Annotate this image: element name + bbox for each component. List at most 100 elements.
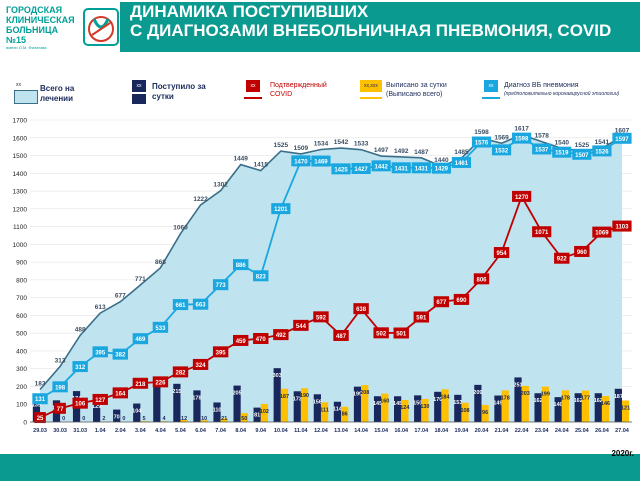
data-label-treated: 1060	[173, 225, 188, 232]
bar-discharged	[541, 386, 549, 422]
data-label-admitted: 170	[433, 397, 442, 403]
legend-pneumonia-label: Диагноз ВБ пневмония	[504, 82, 579, 89]
data-label-covid: 806	[476, 277, 487, 283]
data-label-pneumonia: 131	[35, 397, 46, 403]
bar-admitted	[534, 393, 542, 422]
legend-pneumonia-note: (предположительно коронавирусной этиолог…	[504, 91, 620, 97]
data-label-pneumonia: 1507	[575, 153, 589, 159]
data-label-pneumonia: 1597	[615, 137, 629, 143]
data-label-covid: 459	[236, 339, 247, 345]
data-label-pneumonia: 1431	[395, 166, 409, 172]
marker-covid	[172, 366, 189, 378]
data-label-covid: 960	[577, 250, 588, 256]
data-label-treated: 613	[95, 304, 106, 311]
x-tick-label: 31.03	[73, 428, 87, 434]
bar-discharged	[421, 398, 429, 422]
data-label-discharged: 50	[241, 416, 247, 422]
data-label-treated: 1487	[414, 149, 429, 156]
bar-admitted	[353, 386, 362, 422]
data-label-discharged: 160	[380, 399, 389, 405]
data-label-discharged: 178	[561, 395, 570, 401]
bar-admitted	[253, 407, 261, 422]
bar-discharged	[361, 385, 369, 422]
data-label-discharged: 146	[601, 401, 610, 407]
bar-discharged	[501, 390, 509, 422]
y-tick-label: 400	[16, 348, 27, 355]
marker-covid	[192, 358, 209, 370]
x-tick-label: 15.04	[374, 428, 389, 434]
bar-admitted	[594, 393, 602, 422]
data-label-covid: 677	[436, 300, 447, 306]
data-label-covid: 282	[175, 370, 186, 376]
data-label-admitted: 205	[232, 391, 241, 397]
data-label-admitted: 114	[333, 407, 343, 413]
bar-discharged	[381, 393, 389, 422]
data-label-admitted: 70	[114, 415, 120, 421]
y-tick-label: 1500	[13, 153, 28, 160]
data-label-treated: 1533	[354, 141, 369, 148]
data-label-covid: 638	[356, 307, 367, 313]
data-label-covid: 77	[57, 407, 64, 413]
marker-covid	[253, 333, 269, 345]
data-label-discharged: 2	[102, 416, 105, 422]
data-label-treated: 868	[155, 259, 166, 266]
x-tick-label: 4.04	[155, 428, 167, 434]
bar-admitted	[614, 388, 622, 422]
year-label: 2020г.	[611, 449, 634, 458]
data-label-covid: 954	[497, 251, 508, 257]
marker-pneumonia	[572, 148, 592, 160]
data-label-admitted: 162	[574, 398, 583, 404]
data-label-pneumonia: 312	[75, 365, 86, 371]
data-label-treated: 1485	[454, 149, 469, 156]
marker-covid	[233, 334, 249, 346]
data-label-admitted: 149	[493, 401, 502, 407]
data-label-discharged: 5	[142, 416, 145, 422]
data-label-admitted: 215	[172, 389, 181, 395]
hospital-logo-icon	[83, 8, 119, 46]
legend-admitted-marker: xx	[132, 80, 146, 92]
y-tick-label: 1600	[13, 135, 28, 142]
legend-pneumonia-line	[482, 97, 500, 99]
data-label-admitted: 187	[614, 394, 623, 400]
marker-covid	[373, 327, 389, 339]
data-label-treated: 1617	[514, 126, 529, 133]
x-tick-label: 2.04	[115, 428, 127, 434]
data-label-admitted: 178	[192, 395, 201, 401]
x-tick-label: 23.04	[535, 428, 550, 434]
hospital-name-block: ГОРОДСКАЯ КЛИНИЧЕСКАЯ БОЛЬНИЦА №15 имени…	[6, 5, 78, 51]
data-label-admitted: 145	[373, 401, 382, 407]
x-tick-label: 13.04	[334, 428, 349, 434]
legend-discharged-label: Выписано за сутки (Выписано всего)	[386, 82, 447, 98]
bar-discharged	[200, 420, 208, 422]
data-label-discharged: 21	[221, 416, 227, 422]
data-label-treated: 1525	[274, 142, 289, 149]
data-label-treated: 1449	[233, 156, 248, 163]
legend-covid-marker: xx	[246, 80, 260, 92]
data-label-pneumonia: 823	[256, 274, 267, 280]
data-label-discharged: 130	[420, 404, 429, 410]
data-label-admitted: 199	[353, 392, 362, 398]
data-label-discharged: 177	[581, 396, 590, 402]
x-tick-label: 26.04	[595, 428, 610, 434]
data-label-discharged: 108	[460, 408, 469, 414]
data-label-pneumonia: 1598	[515, 137, 529, 143]
marker-covid	[212, 346, 229, 358]
data-label-discharged: 96	[482, 410, 488, 416]
marker-covid	[34, 412, 46, 424]
marker-pneumonia	[391, 162, 411, 174]
data-label-pneumonia: 1425	[334, 167, 348, 173]
data-label-pneumonia: 1519	[555, 151, 569, 157]
data-label-admitted: 162	[533, 398, 542, 404]
bar-admitted	[273, 368, 281, 422]
marker-covid	[612, 220, 632, 232]
legend-treated-swatch	[14, 90, 38, 104]
legend-admitted-swatch	[132, 94, 146, 104]
x-tick-label: 29.03	[33, 428, 47, 434]
data-label-discharged: 187	[280, 394, 289, 400]
marker-covid	[273, 329, 289, 341]
data-label-pneumonia: 198	[55, 385, 66, 391]
chart-legend: xx Всего на лечении xx Поступило за сутк…	[0, 76, 640, 110]
legend-discharged-marker: xx,xxx	[360, 80, 382, 92]
data-label-pneumonia: 773	[216, 283, 227, 289]
x-tick-label: 16.04	[394, 428, 409, 434]
